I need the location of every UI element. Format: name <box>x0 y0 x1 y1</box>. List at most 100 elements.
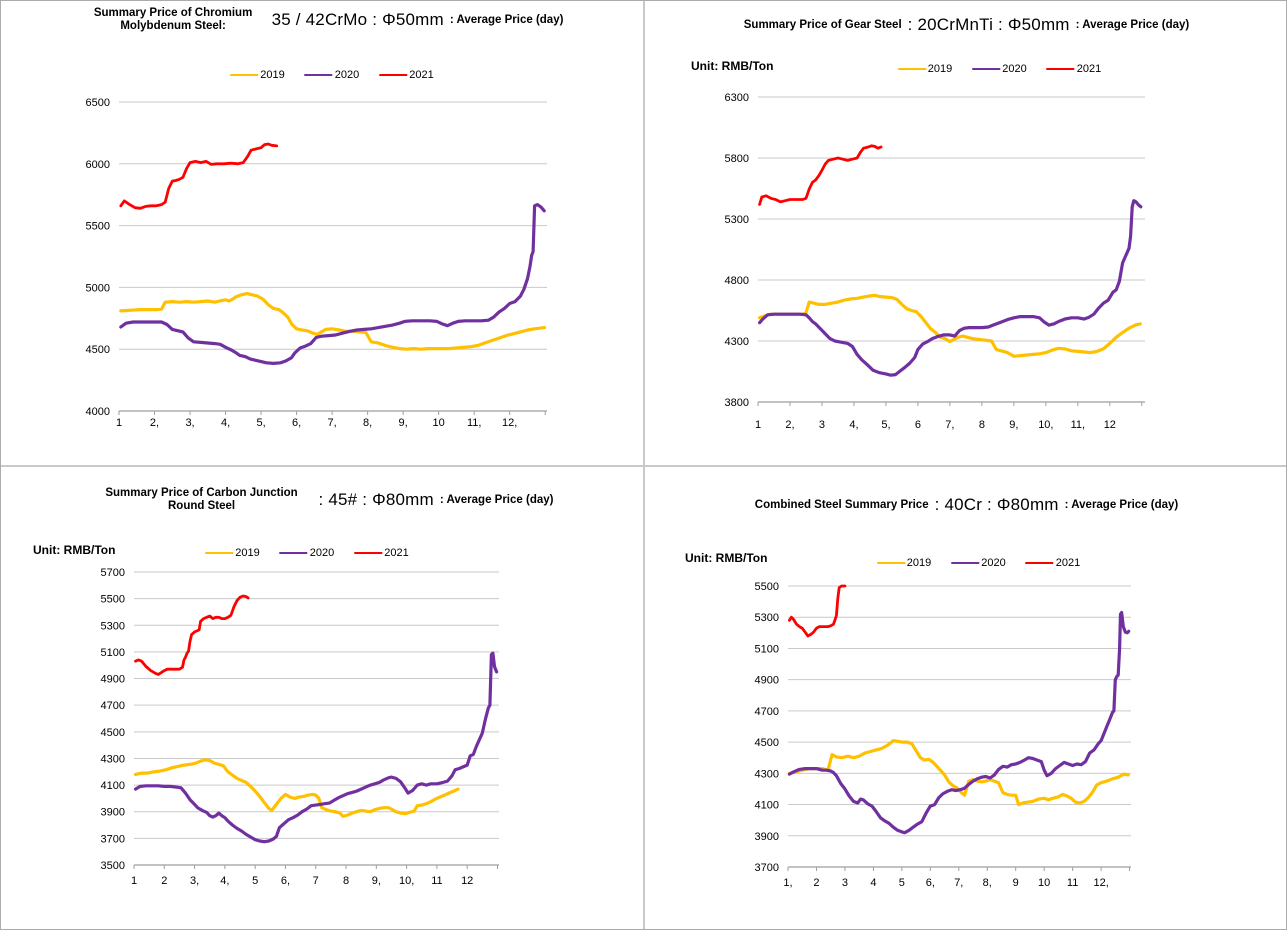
series-line-2019 <box>119 292 547 351</box>
x-axis-tick-label: 7, <box>945 419 954 431</box>
x-axis-tick-label: 2, <box>785 419 794 431</box>
legend-item-2021: 2021 <box>1046 63 1102 75</box>
x-axis-tick-label: 6, <box>281 875 290 887</box>
x-axis-tick-label: 4 <box>870 877 876 889</box>
series-line-2021 <box>758 144 883 206</box>
x-axis-tick-label: 5, <box>256 417 265 429</box>
y-axis-tick-label: 3700 <box>101 833 125 845</box>
x-axis-tick-label: 10 <box>433 417 445 429</box>
y-axis-tick-label: 3700 <box>755 862 779 874</box>
line-chart-gear-steel: 3800 4300 4800 5300 5800 6300 1 2, 3 4, 5, 6 7, 8 9, 10… <box>725 92 1145 431</box>
x-axis-tick-label: 1 <box>755 419 761 431</box>
x-axis-tick-label: 10 <box>1038 877 1050 889</box>
legend-item-2020: 2020 <box>951 557 1006 569</box>
x-axis-tick-label: 10, <box>1038 419 1053 431</box>
x-axis-tick-label: 6, <box>292 417 301 429</box>
series-line-2020 <box>787 610 1131 835</box>
chart-title: Summary Price of Carbon Junction Round S… <box>1 487 643 513</box>
x-axis-tick-label: 4, <box>220 875 229 887</box>
series-line-2019 <box>757 293 1142 358</box>
chart-panel-carbon-round-steel: Summary Price of Carbon Junction Round S… <box>1 467 643 929</box>
y-axis-tick-label: 4100 <box>101 780 125 792</box>
x-axis-tick-label: 7, <box>954 877 963 889</box>
chart-title-prefix: Combined Steel Summary Price <box>754 498 929 511</box>
legend-swatch-2021 <box>1025 561 1054 565</box>
x-axis-tick-label: 2, <box>150 417 159 429</box>
legend-swatch-2019 <box>205 551 234 555</box>
y-axis-tick-label: 5300 <box>725 214 749 226</box>
legend-label: 2020 <box>1002 63 1027 75</box>
x-axis-tick-label: 3 <box>819 419 825 431</box>
series-line-2019 <box>133 758 460 818</box>
chart-legend: 2019 2020 2021 <box>230 69 434 81</box>
chart-title-suffix: : Average Price (day) <box>449 13 564 26</box>
legend-label: 2021 <box>384 547 409 559</box>
legend-label: 2021 <box>1055 557 1081 569</box>
x-axis-tick-label: 5 <box>899 877 905 889</box>
y-axis-tick-label: 4500 <box>755 737 779 749</box>
x-axis-tick-label: 3 <box>842 877 848 889</box>
panel-divider-horizontal <box>1 465 1286 467</box>
chart-title-spec: : 20CrMnTi : Φ50mm <box>907 15 1070 34</box>
x-axis-tick-label: 11 <box>1067 877 1078 889</box>
y-axis-tick-label: 4300 <box>755 768 779 780</box>
legend-swatch-2019 <box>230 73 259 77</box>
series-line-2020 <box>757 199 1143 377</box>
legend-item-2020: 2020 <box>279 547 334 559</box>
legend-label: 2020 <box>334 69 360 81</box>
x-axis-tick-label: 2 <box>161 875 167 887</box>
chart-title-spec: : 45# : Φ80mm <box>318 490 434 509</box>
y-axis-tick-label: 6000 <box>86 159 110 171</box>
x-axis-tick-label: 6, <box>926 877 935 889</box>
chart-title-suffix: : Average Price (day) <box>439 493 554 506</box>
chart-title-spec: 35 / 42CrMo : Φ50mm <box>271 10 444 29</box>
unit-label: Unit: RMB/Ton <box>685 551 768 565</box>
y-axis-tick-label: 4000 <box>86 406 110 418</box>
legend-label: 2021 <box>1076 63 1102 75</box>
chart-panel-combined-steel: Combined Steel Summary Price : 40Cr : Φ8… <box>645 467 1286 929</box>
series-line-2020 <box>133 651 499 844</box>
legend-item-2021: 2021 <box>354 547 409 559</box>
legend-label: 2019 <box>906 557 932 569</box>
y-axis-tick-label: 4700 <box>755 706 779 718</box>
legend-swatch-2019 <box>897 67 926 71</box>
series-line-2021 <box>787 584 847 638</box>
y-axis-tick-label: 5100 <box>755 643 779 655</box>
legend-label: 2021 <box>409 69 434 81</box>
series-line-2020 <box>119 203 546 365</box>
y-axis-tick-label: 4300 <box>101 753 125 765</box>
x-axis-tick-label: 12 <box>1104 419 1116 431</box>
y-axis-tick-label: 6300 <box>725 92 749 104</box>
legend-swatch-2021 <box>354 551 383 555</box>
legend-item-2020: 2020 <box>972 63 1027 75</box>
chart-title-prefix: Summary Price of Gear Steel <box>743 18 902 31</box>
y-axis-tick-label: 4500 <box>86 344 110 356</box>
legend-item-2019: 2019 <box>230 69 285 81</box>
x-axis-tick-label: 3, <box>190 875 199 887</box>
x-axis-tick-label: 9 <box>1013 877 1019 889</box>
y-axis-tick-label: 4800 <box>725 275 749 287</box>
chart-panel-gear-steel: Summary Price of Gear Steel : 20CrMnTi :… <box>645 1 1286 465</box>
y-axis-tick-label: 5500 <box>755 581 779 593</box>
chart-title-prefix: Summary Price of Chromium Molybdenum Ste… <box>93 7 253 32</box>
x-axis-tick-label: 4, <box>849 419 858 431</box>
x-axis-tick-label: 4, <box>221 417 230 429</box>
y-axis-tick-label: 4900 <box>101 674 125 686</box>
legend-label: 2019 <box>927 63 953 75</box>
chart-panel-chromium-molybdenum: Summary Price of Chromium Molybdenum Ste… <box>1 1 643 465</box>
unit-label: Unit: RMB/Ton <box>691 59 774 73</box>
legend-item-2021: 2021 <box>1025 557 1081 569</box>
x-axis-tick-label: 2 <box>813 877 819 889</box>
legend-swatch-2020 <box>972 67 1001 71</box>
x-axis-tick-label: 9, <box>1009 419 1018 431</box>
y-axis-tick-label: 4500 <box>101 727 125 739</box>
y-axis-tick-label: 4300 <box>725 336 749 348</box>
legend-swatch-2021 <box>1046 67 1075 71</box>
y-axis-tick-label: 5300 <box>101 620 125 632</box>
y-axis-tick-label: 5000 <box>86 282 110 294</box>
chart-legend: 2019 2020 2021 <box>205 547 409 559</box>
y-axis-tick-label: 3900 <box>101 807 125 819</box>
y-axis-tick-label: 5800 <box>725 153 749 165</box>
legend-label: 2020 <box>981 557 1006 569</box>
x-axis-tick-label: 12, <box>1093 877 1108 889</box>
